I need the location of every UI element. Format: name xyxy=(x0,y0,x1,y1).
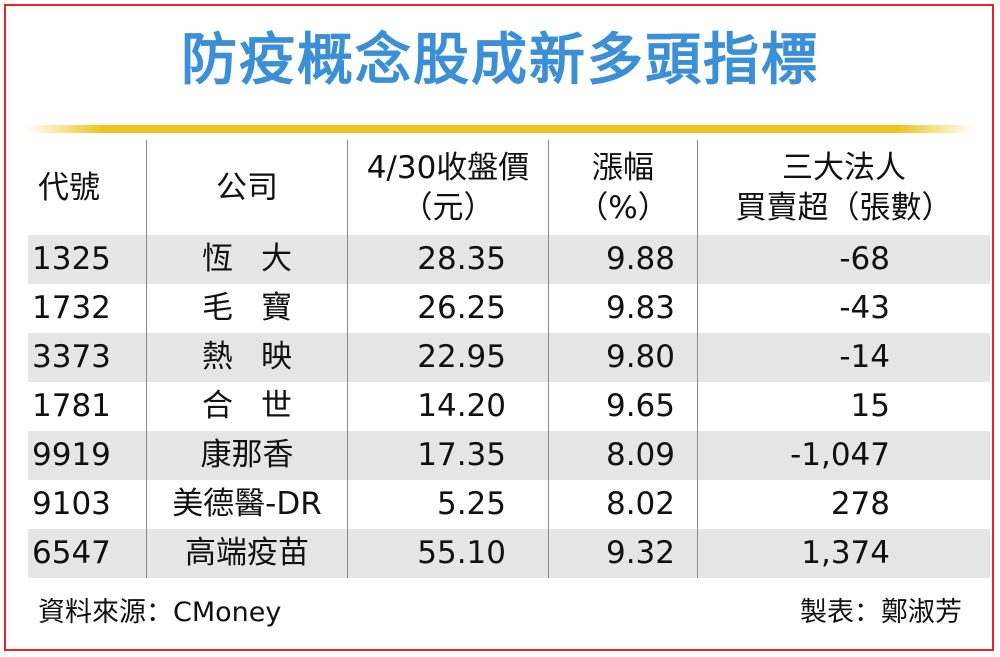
cell-code: 6547 xyxy=(28,529,147,578)
table-row: 9919 康那香 17.35 8.09 -1,047 xyxy=(28,431,990,480)
cell-change: 9.80 xyxy=(548,333,698,382)
cell-change: 9.88 xyxy=(548,235,698,284)
cell-company: 合世 xyxy=(146,382,348,431)
header-row: 代號 公司 4/30收盤價 （元） 漲幅 （%） 三大法人 買賣超（張數） xyxy=(28,140,990,235)
cell-net-buy: 278 xyxy=(697,480,990,529)
cell-company: 毛寶 xyxy=(146,284,348,333)
header-code: 代號 xyxy=(38,169,100,206)
table-row: 1325 恆大 28.35 9.88 -68 xyxy=(28,235,990,284)
cell-close-price: 28.35 xyxy=(347,235,549,284)
header-company: 公司 xyxy=(146,140,348,235)
header-change-line2: （%） xyxy=(577,189,669,226)
header-net-buy-line2: 買賣超（張數） xyxy=(735,189,953,226)
header-net-buy: 三大法人 買賣超（張數） xyxy=(697,140,990,235)
cell-company: 高端疫苗 xyxy=(146,529,348,578)
stock-table: 代號 公司 4/30收盤價 （元） 漲幅 （%） 三大法人 買賣超（張數） 13… xyxy=(28,140,990,578)
cell-net-buy: -68 xyxy=(697,235,990,284)
source-note: 資料來源：CMoney xyxy=(38,597,282,628)
title-underline xyxy=(26,125,974,133)
cell-company: 熱映 xyxy=(146,333,348,382)
header-change-line1: 漲幅 xyxy=(592,149,654,186)
cell-change: 9.32 xyxy=(548,529,698,578)
table-row: 1732 毛寶 26.25 9.83 -43 xyxy=(28,284,990,333)
table-row: 6547 高端疫苗 55.10 9.32 1,374 xyxy=(28,529,990,578)
header-close-price-line2: （元） xyxy=(401,189,495,226)
header-close-price: 4/30收盤價 （元） xyxy=(347,140,549,235)
cell-code: 1325 xyxy=(28,235,147,284)
cell-net-buy: 15 xyxy=(697,382,990,431)
figure-title: 防疫概念股成新多頭指標 xyxy=(181,28,819,93)
cell-net-buy: -1,047 xyxy=(697,431,990,480)
table-row: 1781 合世 14.20 9.65 15 xyxy=(28,382,990,431)
header-close-price-line1: 4/30收盤價 xyxy=(366,149,530,186)
cell-company: 美德醫-DR xyxy=(146,480,348,529)
cell-close-price: 26.25 xyxy=(347,284,549,333)
cell-close-price: 5.25 xyxy=(347,480,549,529)
header-net-buy-line1: 三大法人 xyxy=(782,149,906,186)
cell-code: 9919 xyxy=(28,431,147,480)
table-row: 3373 熱映 22.95 9.80 -14 xyxy=(28,333,990,382)
cell-change: 9.65 xyxy=(548,382,698,431)
cell-code: 1781 xyxy=(32,388,111,424)
cell-net-buy: -43 xyxy=(697,284,990,333)
credit-note: 製表：鄭淑芳 xyxy=(800,597,962,628)
cell-close-price: 17.35 xyxy=(347,431,549,480)
cell-net-buy: 1,374 xyxy=(697,529,990,578)
cell-code: 3373 xyxy=(28,333,147,382)
cell-company: 恆大 xyxy=(146,235,348,284)
cell-close-price: 22.95 xyxy=(347,333,549,382)
cell-change: 8.02 xyxy=(548,480,698,529)
cell-company: 康那香 xyxy=(146,431,348,480)
cell-close-price: 55.10 xyxy=(347,529,549,578)
cell-code: 9103 xyxy=(32,486,111,522)
cell-close-price: 14.20 xyxy=(347,382,549,431)
header-change: 漲幅 （%） xyxy=(548,140,698,235)
table-row: 9103 美德醫-DR 5.25 8.02 278 xyxy=(28,480,990,529)
cell-change: 9.83 xyxy=(548,284,698,333)
cell-change: 8.09 xyxy=(548,431,698,480)
cell-net-buy: -14 xyxy=(697,333,990,382)
cell-code: 1732 xyxy=(32,290,111,326)
